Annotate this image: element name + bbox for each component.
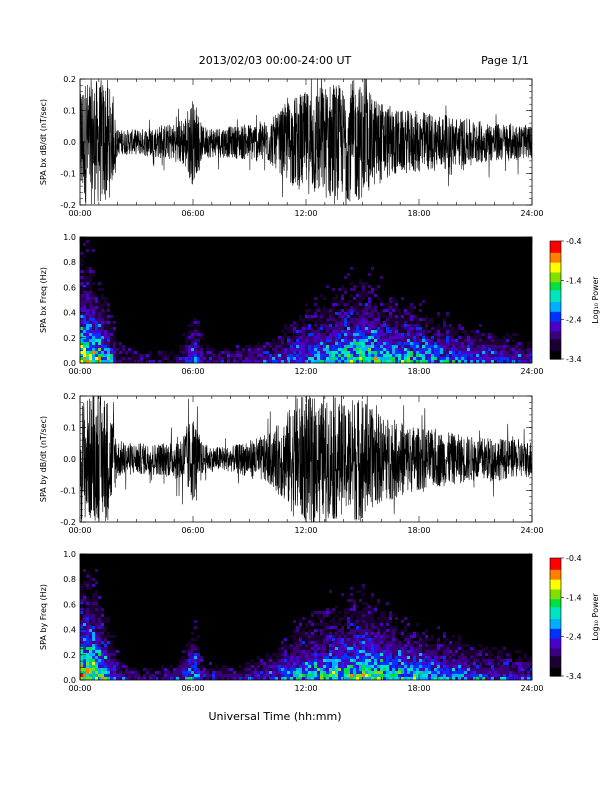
x-tick-label: 12:00 — [294, 526, 317, 535]
y-tick-label: 0.8 — [63, 258, 76, 267]
y-tick-label: 0.1 — [63, 107, 76, 116]
figure-title: 2013/02/03 00:00-24:00 UT — [199, 54, 352, 67]
colorbar-label: Log₁₀ Power — [591, 276, 600, 324]
x-tick-label: 24:00 — [520, 526, 543, 535]
x-tick-label: 00:00 — [68, 526, 91, 535]
x-tick-label: 24:00 — [520, 684, 543, 693]
y-tick-label: 0.4 — [63, 309, 76, 318]
y-tick-label: 0.8 — [63, 575, 76, 584]
x-tick-label: 18:00 — [407, 684, 430, 693]
colorbar-tick-label: -0.4 — [566, 237, 582, 246]
panel-bx-spectrogram: -0.4 -1.4 -2.4 -3.4 Log₁₀ Power 0.0 0.2 0.4 0.6 0… — [39, 233, 600, 376]
x-tick-label: 12:00 — [294, 209, 317, 218]
y-tick-label: 0.4 — [63, 626, 76, 635]
spectrogram-cells — [80, 237, 532, 363]
x-tick-label: 00:00 — [68, 367, 91, 376]
y-tick-label: -0.2 — [60, 518, 76, 527]
x-tick-label: 18:00 — [407, 367, 430, 376]
x-tick-label: 12:00 — [294, 684, 317, 693]
y-tick-label: 0.2 — [63, 75, 76, 84]
colorbar: -0.4 -1.4 -2.4 -3.4 Log₁₀ Power — [549, 554, 600, 681]
y-axis-label: SPA by Freq (Hz) — [39, 584, 48, 650]
y-tick-label: 0.2 — [63, 651, 76, 660]
x-tick-label: 18:00 — [407, 526, 430, 535]
y-tick-label: -0.1 — [60, 170, 76, 179]
y-tick-label: 0.2 — [63, 334, 76, 343]
y-tick-label: 0.0 — [63, 359, 76, 368]
x-tick-label: 06:00 — [181, 209, 204, 218]
colorbar-tick-label: -1.4 — [566, 593, 582, 602]
colorbar-tick-label: -3.4 — [566, 355, 582, 364]
x-axis-label: Universal Time (hh:mm) — [209, 710, 342, 723]
colorbar-tick-label: -1.4 — [566, 276, 582, 285]
y-tick-label: 0.0 — [63, 455, 76, 464]
page-indicator: Page 1/1 — [481, 54, 529, 67]
colorbar-tick-label: -0.4 — [566, 554, 582, 563]
y-tick-label: 0.6 — [63, 600, 76, 609]
y-tick-label: -0.2 — [60, 201, 76, 210]
trace-series — [80, 79, 532, 205]
colorbar-label: Log₁₀ Power — [591, 593, 600, 641]
panel-bx-dbdt: -0.2 -0.1 0.0 0.1 0.2 00:00 06:00 12:00 18:00 24:… — [39, 75, 544, 218]
y-tick-label: 0.6 — [63, 283, 76, 292]
y-tick-label: 1.0 — [63, 550, 76, 559]
y-tick-label: 0.0 — [63, 138, 76, 147]
x-tick-label: 06:00 — [181, 367, 204, 376]
y-axis-label: SPA bx Freq (Hz) — [39, 267, 48, 333]
spectrogram-cells — [80, 554, 532, 680]
y-tick-label: 1.0 — [63, 233, 76, 242]
panel-by-dbdt: -0.2 -0.1 0.0 0.1 0.2 00:00 06:00 12:00 18:00 24:… — [39, 392, 544, 535]
x-tick-label: 24:00 — [520, 209, 543, 218]
colorbar-tick-label: -3.4 — [566, 672, 582, 681]
y-tick-label: 0.0 — [63, 676, 76, 685]
x-tick-label: 06:00 — [181, 684, 204, 693]
trace-series — [80, 396, 532, 522]
x-tick-label: 18:00 — [407, 209, 430, 218]
y-tick-label: 0.1 — [63, 424, 76, 433]
y-tick-label: -0.1 — [60, 487, 76, 496]
y-axis-label: SPA by dB/dt (nT/sec) — [39, 416, 48, 502]
y-tick-label: 0.2 — [63, 392, 76, 401]
colorbar-tick-label: -2.4 — [566, 316, 582, 325]
panel-by-spectrogram: -0.4 -1.4 -2.4 -3.4 Log₁₀ Power 0.0 0.2 0.4 0.6 0… — [39, 550, 600, 693]
y-axis-label: SPA bx dB/dt (nT/sec) — [39, 99, 48, 185]
x-tick-label: 00:00 — [68, 209, 91, 218]
x-tick-label: 12:00 — [294, 367, 317, 376]
colorbar-tick-label: -2.4 — [566, 633, 582, 642]
x-tick-label: 06:00 — [181, 526, 204, 535]
x-tick-label: 24:00 — [520, 367, 543, 376]
colorbar: -0.4 -1.4 -2.4 -3.4 Log₁₀ Power — [549, 237, 600, 364]
x-tick-label: 00:00 — [68, 684, 91, 693]
